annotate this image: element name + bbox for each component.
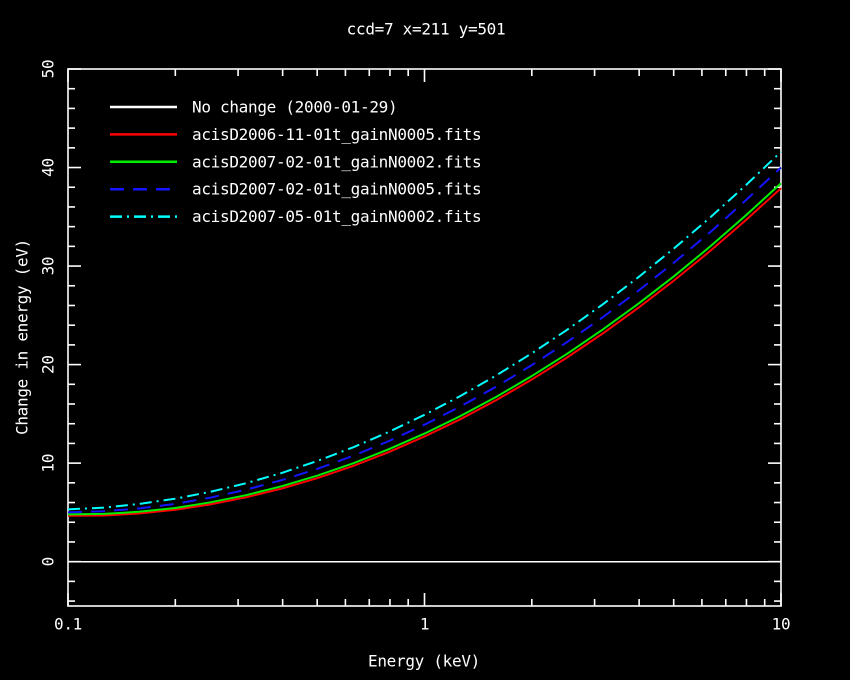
y-tick-label: 40	[39, 158, 58, 177]
y-axis-label: Change in energy (eV)	[13, 239, 32, 435]
x-tick-label: 1	[420, 615, 429, 634]
chart-title: ccd=7 x=211 y=501	[347, 20, 506, 39]
y-tick-label: 0	[39, 557, 58, 566]
series-curves	[67, 151, 782, 563]
axis-ticks	[67, 68, 782, 606]
series-curve-3	[67, 166, 782, 514]
axis-tick-labels: 0.1 1 10 0 10 20 30 40 50	[39, 60, 791, 634]
y-tick-label: 20	[39, 355, 58, 374]
legend: No change (2000-01-29) acisD2006-11-01t_g…	[110, 98, 482, 226]
legend-label-2: acisD2007-02-01t_gainN0002.fits	[192, 152, 481, 171]
y-tick-label: 30	[39, 257, 58, 276]
legend-label-3: acisD2007-02-01t_gainN0005.fits	[192, 180, 481, 199]
series-curve-2	[67, 182, 782, 516]
series-curve-4	[67, 151, 782, 511]
x-axis-label: Energy (keV)	[368, 652, 480, 671]
x-tick-label: 0.1	[54, 615, 82, 634]
legend-label-1: acisD2006-11-01t_gainN0005.fits	[192, 125, 481, 144]
x-tick-label: 10	[772, 615, 791, 634]
plot-frame	[67, 68, 782, 607]
series-curve-1	[67, 187, 782, 517]
y-tick-label: 50	[39, 60, 58, 79]
y-tick-label: 10	[39, 454, 58, 473]
legend-label-0: No change (2000-01-29)	[192, 98, 397, 117]
legend-label-4: acisD2007-05-01t_gainN0002.fits	[192, 207, 481, 226]
